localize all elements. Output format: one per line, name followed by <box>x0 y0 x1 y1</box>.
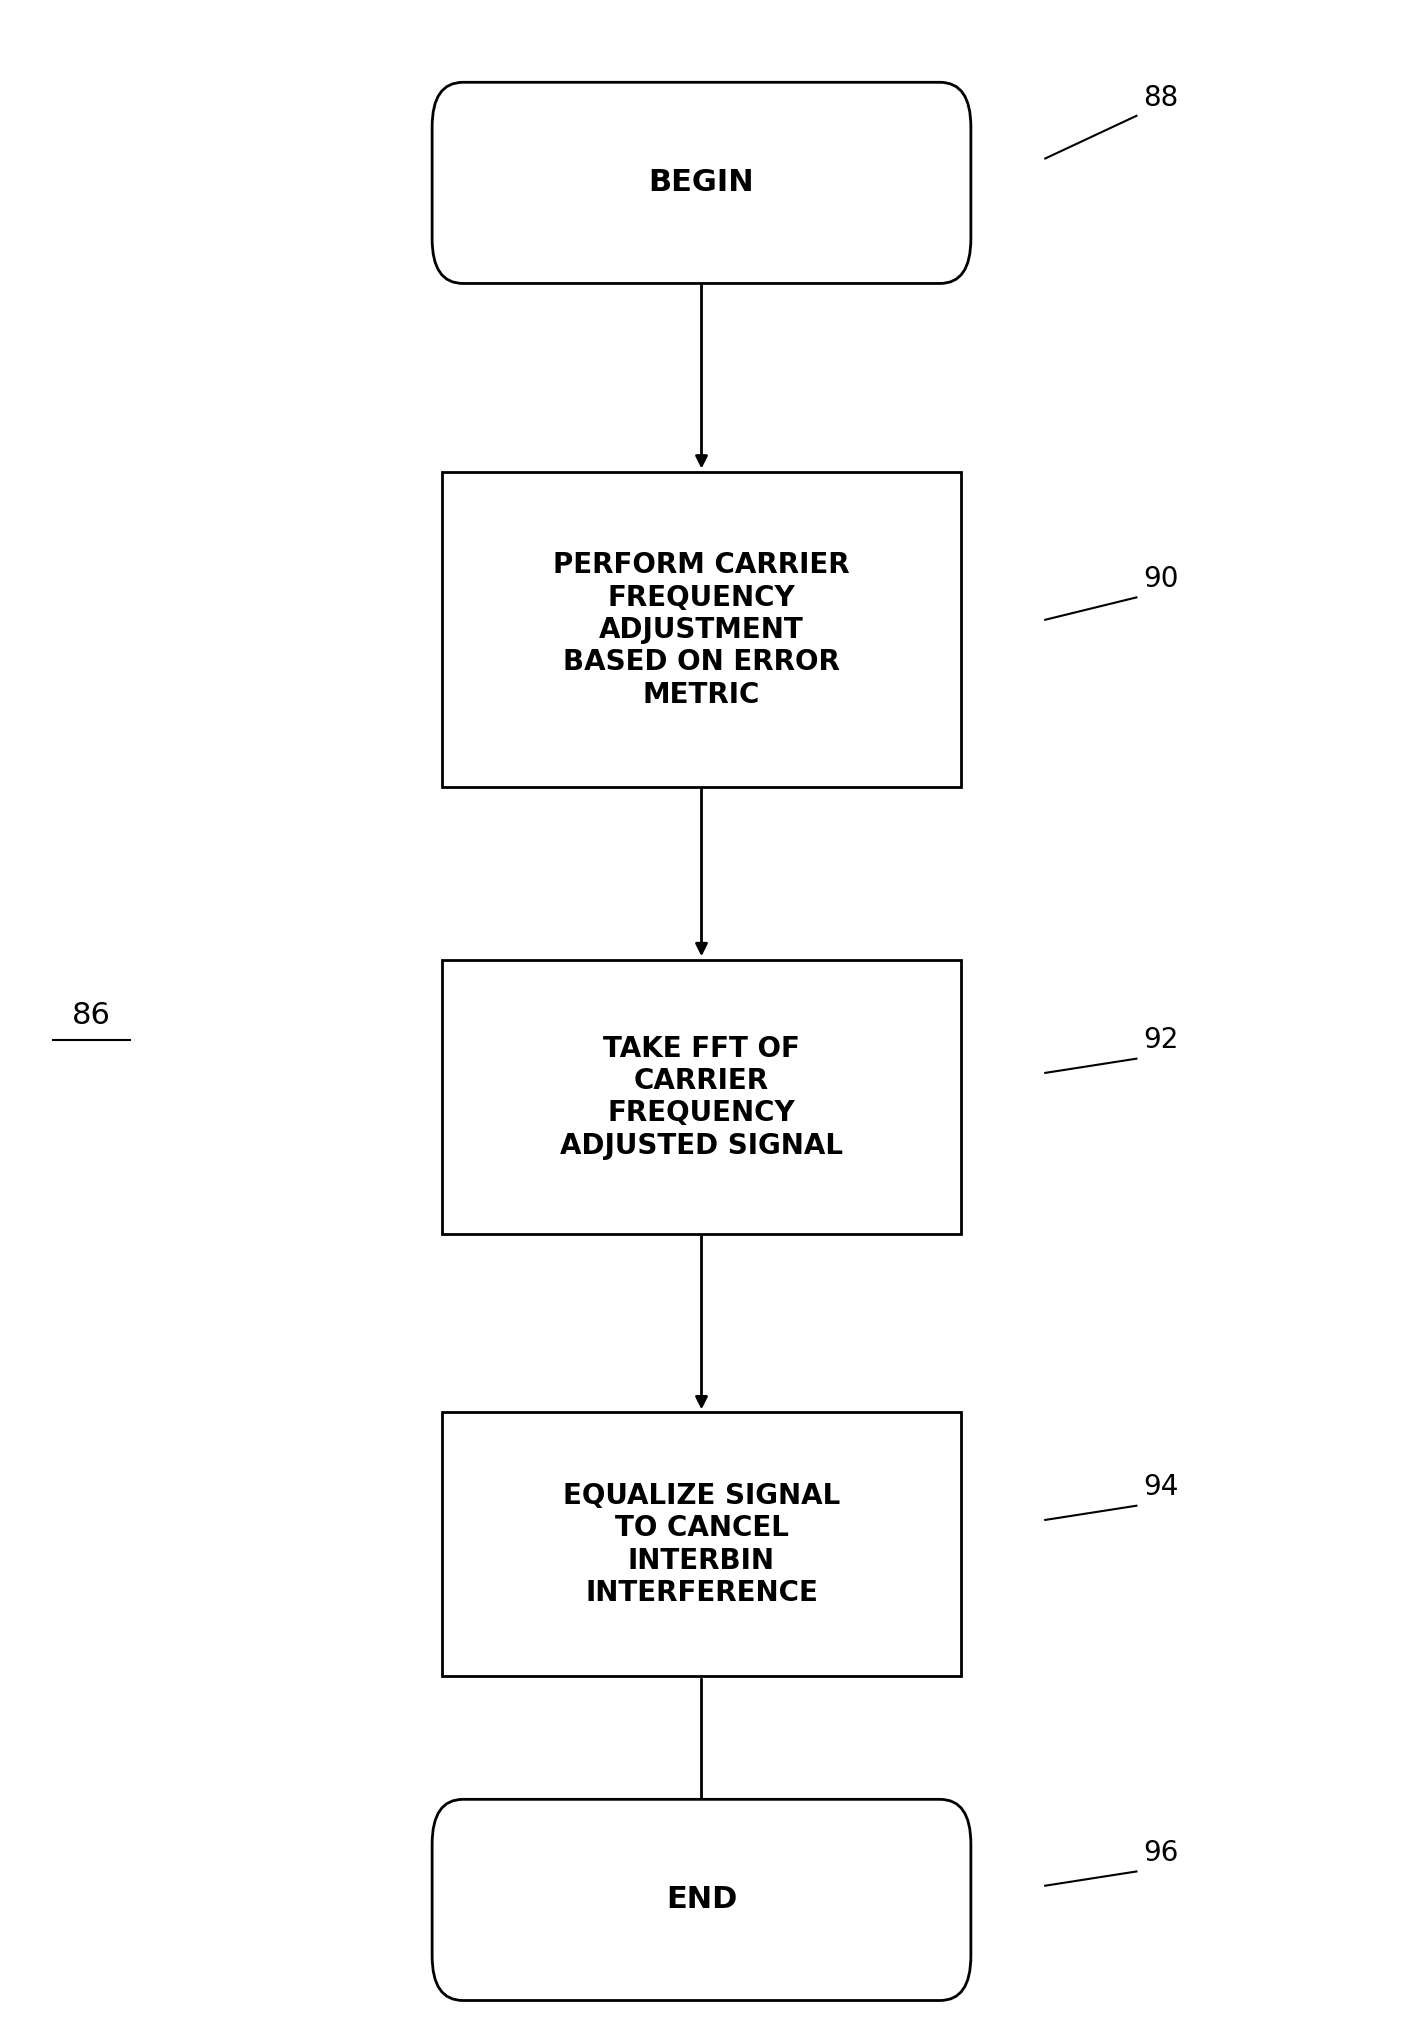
Bar <box>442 959 961 1233</box>
Text: 90: 90 <box>1143 565 1179 593</box>
FancyBboxPatch shape <box>432 1800 971 1999</box>
Bar <box>442 1412 961 1676</box>
Text: 96: 96 <box>1143 1839 1179 1867</box>
Text: BEGIN: BEGIN <box>648 169 755 197</box>
Text: 92: 92 <box>1143 1026 1179 1055</box>
Bar <box>442 473 961 788</box>
Text: TAKE FFT OF
CARRIER
FREQUENCY
ADJUSTED SIGNAL: TAKE FFT OF CARRIER FREQUENCY ADJUSTED S… <box>560 1034 843 1160</box>
Text: END: END <box>666 1886 737 1914</box>
Text: 88: 88 <box>1143 83 1179 112</box>
Text: 86: 86 <box>72 1002 111 1030</box>
FancyBboxPatch shape <box>432 83 971 282</box>
Text: 94: 94 <box>1143 1473 1179 1502</box>
Text: EQUALIZE SIGNAL
TO CANCEL
INTERBIN
INTERFERENCE: EQUALIZE SIGNAL TO CANCEL INTERBIN INTER… <box>563 1481 840 1607</box>
Text: PERFORM CARRIER
FREQUENCY
ADJUSTMENT
BASED ON ERROR
METRIC: PERFORM CARRIER FREQUENCY ADJUSTMENT BAS… <box>553 551 850 709</box>
